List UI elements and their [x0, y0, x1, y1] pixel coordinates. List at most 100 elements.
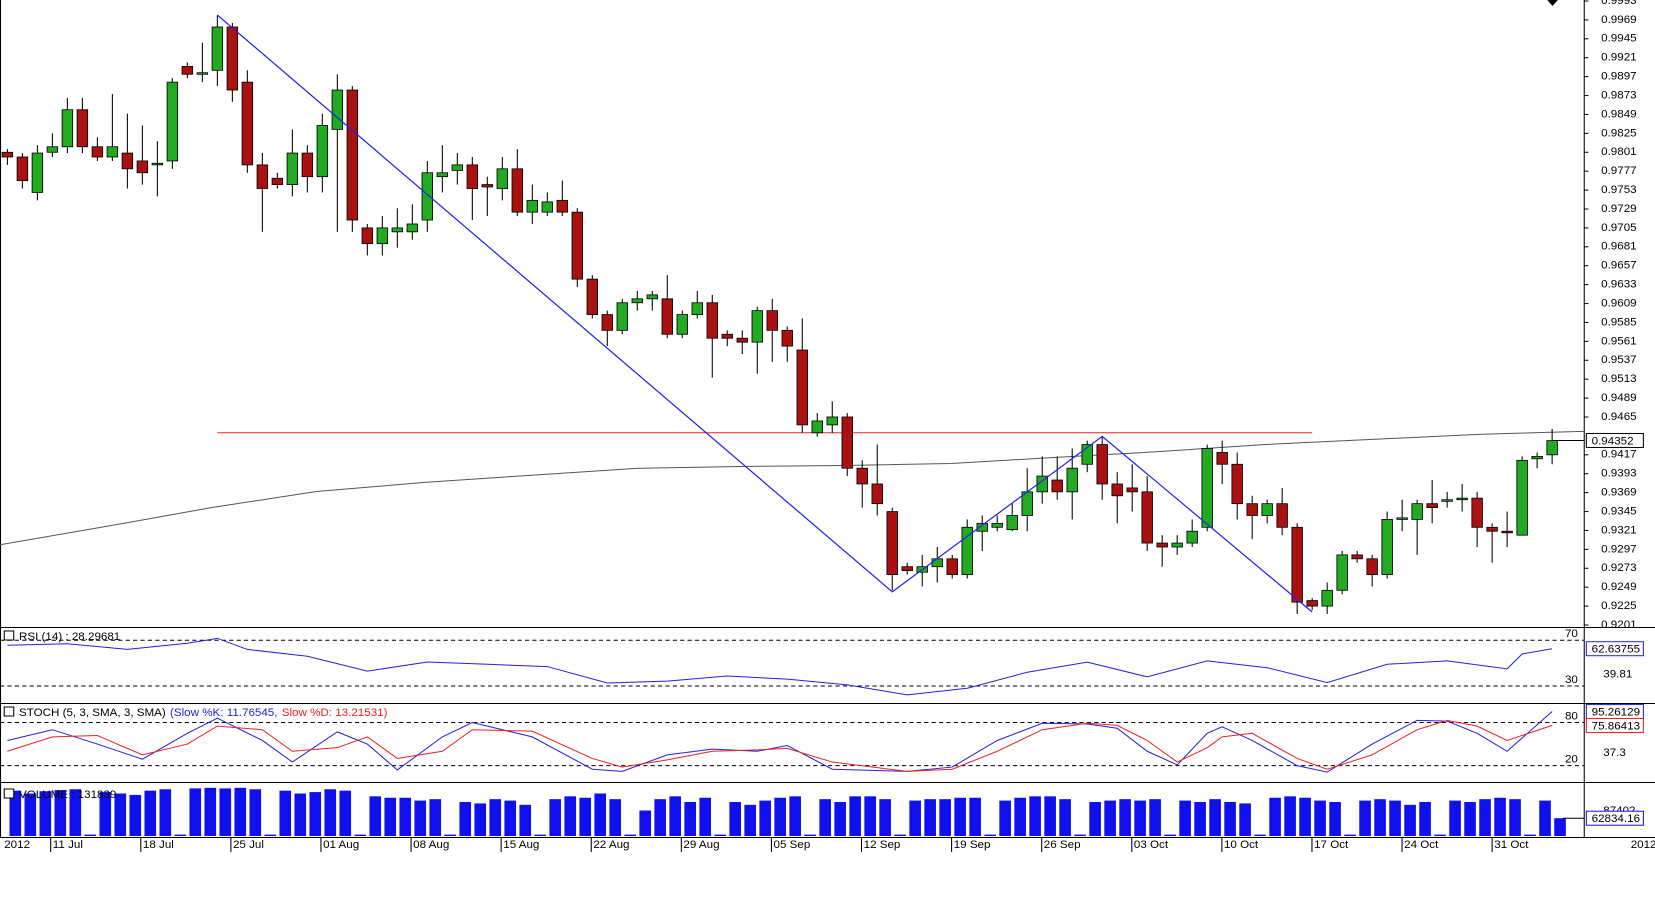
y-tick-label: 0.9369	[1601, 487, 1636, 499]
volume-bar	[699, 797, 712, 836]
y-tick-label: 0.9609	[1601, 298, 1636, 310]
candle-body	[496, 168, 509, 189]
volume-bar	[969, 797, 981, 836]
candle-body	[1306, 600, 1318, 607]
candle-body	[271, 177, 284, 185]
candle-body	[331, 89, 344, 130]
volume-bar	[1434, 834, 1446, 836]
candle-body	[796, 349, 808, 426]
candle-body	[721, 333, 733, 339]
volume-bar	[1224, 802, 1236, 836]
volume-bar	[624, 834, 637, 836]
candle-body	[31, 152, 44, 193]
volume-bar	[594, 793, 607, 836]
candle-body	[166, 81, 179, 162]
candle-body	[1081, 444, 1093, 465]
y-tick-label: 0.9225	[1601, 600, 1636, 612]
x-tick-label: 03 Oct	[1134, 839, 1169, 851]
y-tick-label: 0.9345	[1601, 506, 1636, 518]
volume-bar	[9, 790, 22, 836]
indicator-line	[7, 719, 1553, 772]
x-tick-label: 29 Aug	[683, 839, 719, 851]
volume-bar	[249, 789, 262, 836]
x-tick-label: 17 Oct	[1314, 839, 1349, 851]
volume-bar	[519, 804, 532, 836]
volume-bar	[864, 796, 876, 836]
volume-bar	[1194, 802, 1206, 836]
volume-bar	[1524, 834, 1536, 836]
x-tick-label: 22 Aug	[593, 839, 629, 851]
volume-bar	[924, 799, 936, 836]
candle-body	[1396, 517, 1408, 520]
volume-bar	[159, 789, 172, 836]
volume-bar	[774, 797, 786, 836]
plot-area	[0, 14, 1584, 614]
candle-body	[301, 152, 314, 178]
volume-bar	[744, 804, 756, 836]
volume-bar	[309, 792, 322, 836]
volume-bar	[1464, 802, 1476, 836]
candle-body	[466, 164, 479, 189]
y-tick-label: 0.9777	[1601, 165, 1636, 177]
candle-body	[1156, 542, 1168, 548]
y-tick-label: 0.9921	[1601, 52, 1636, 64]
candle-body	[946, 558, 958, 575]
candle-body	[616, 302, 628, 331]
volume-bar	[1029, 796, 1041, 836]
volume-bar	[939, 799, 951, 836]
volume-bar	[504, 800, 517, 836]
candle-body	[1261, 503, 1273, 516]
candle-body	[931, 558, 943, 568]
candle-body	[76, 109, 89, 148]
candle-body	[691, 302, 703, 315]
candle-body	[571, 211, 583, 280]
candle-body	[121, 152, 134, 170]
y-tick-label: 0.9489	[1601, 392, 1636, 404]
volume-bar	[489, 799, 502, 836]
candle-body	[886, 511, 898, 575]
volume-bar	[609, 799, 622, 836]
corner-arrow	[1547, 0, 1558, 6]
volume-bar	[1104, 800, 1116, 836]
candle-body	[316, 125, 329, 178]
volume-bar	[759, 800, 771, 836]
volume-bar	[804, 834, 816, 836]
panel-title-part: STOCH (5, 3, SMA, 3, SMA)	[19, 707, 166, 719]
candle-body	[841, 416, 853, 469]
candle-body	[1441, 499, 1453, 502]
candle-body	[976, 522, 988, 532]
volume-bar	[39, 791, 52, 836]
volume-bar	[849, 796, 861, 836]
volume-bar	[1119, 799, 1131, 836]
volume-bar	[984, 834, 996, 836]
volume-bar	[114, 793, 127, 836]
x-tick-label: 08 Aug	[413, 839, 449, 851]
volume-bar	[444, 834, 457, 836]
x-tick-label: 05 Sep	[774, 839, 811, 851]
y-tick-label: 0.9705	[1601, 222, 1636, 234]
level-label: 30	[1565, 674, 1578, 686]
panel-title-part: (Slow %K: 11.76545,	[170, 707, 277, 719]
y-tick-label: 0.9849	[1601, 109, 1636, 121]
candle-body	[826, 416, 838, 426]
candle-body	[181, 65, 194, 75]
volume-bar	[84, 834, 97, 836]
candle-body	[541, 201, 554, 213]
y-tick-label: 0.9897	[1601, 71, 1636, 83]
volume-bar	[459, 802, 472, 836]
volume-bar	[189, 788, 202, 836]
x-tick-label: 18 Jul	[143, 839, 174, 851]
candle-body	[46, 146, 59, 153]
candle-body	[451, 164, 464, 171]
volume-bar	[879, 799, 891, 836]
candle-body	[601, 314, 613, 331]
candle-body	[706, 302, 718, 339]
volume-bar	[1314, 800, 1326, 836]
candle-body	[631, 298, 643, 304]
volume-bar	[54, 790, 67, 836]
candle-body	[1066, 467, 1078, 493]
candle-body	[136, 160, 149, 174]
